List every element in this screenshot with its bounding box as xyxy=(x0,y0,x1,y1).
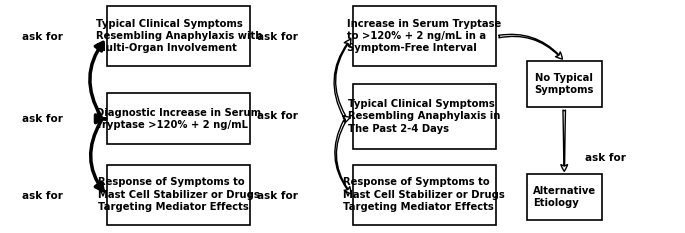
Text: Typical Clinical Symptoms
Resembling Anaphylaxis in
The Past 2-4 Days: Typical Clinical Symptoms Resembling Ana… xyxy=(348,99,501,134)
Text: ask for: ask for xyxy=(258,32,298,42)
FancyBboxPatch shape xyxy=(107,93,251,144)
Text: Typical Clinical Symptoms
Resembling Anaphylaxis with
Multi-Organ Involvement: Typical Clinical Symptoms Resembling Ana… xyxy=(96,18,262,53)
FancyBboxPatch shape xyxy=(107,6,251,66)
FancyBboxPatch shape xyxy=(353,6,496,66)
FancyBboxPatch shape xyxy=(353,165,496,225)
Text: No Typical
Symptoms: No Typical Symptoms xyxy=(534,73,594,96)
FancyBboxPatch shape xyxy=(527,61,601,107)
FancyBboxPatch shape xyxy=(107,165,251,225)
Text: ask for: ask for xyxy=(22,114,63,124)
FancyBboxPatch shape xyxy=(527,174,601,220)
Text: ask for: ask for xyxy=(258,191,298,201)
FancyBboxPatch shape xyxy=(353,84,496,149)
Text: Diagnostic Increase in Serum
Tryptase >120% + 2 ng/mL: Diagnostic Increase in Serum Tryptase >1… xyxy=(96,108,262,130)
Text: Response of Symptoms to
Mast Cell Stabilizer or Drugs
Targeting Mediator Effects: Response of Symptoms to Mast Cell Stabil… xyxy=(343,177,506,212)
Text: ask for: ask for xyxy=(22,191,63,201)
Text: ask for: ask for xyxy=(585,153,625,163)
Text: Increase in Serum Tryptase
to >120% + 2 ng/mL in a
Symptom-Free Interval: Increase in Serum Tryptase to >120% + 2 … xyxy=(347,18,501,53)
Text: Alternative
Etiology: Alternative Etiology xyxy=(533,186,596,208)
Text: ask for: ask for xyxy=(258,112,298,121)
Text: Response of Symptoms to
Mast Cell Stabilizer or Drugs
Targeting Mediator Effects: Response of Symptoms to Mast Cell Stabil… xyxy=(98,177,260,212)
Text: ask for: ask for xyxy=(22,32,63,42)
